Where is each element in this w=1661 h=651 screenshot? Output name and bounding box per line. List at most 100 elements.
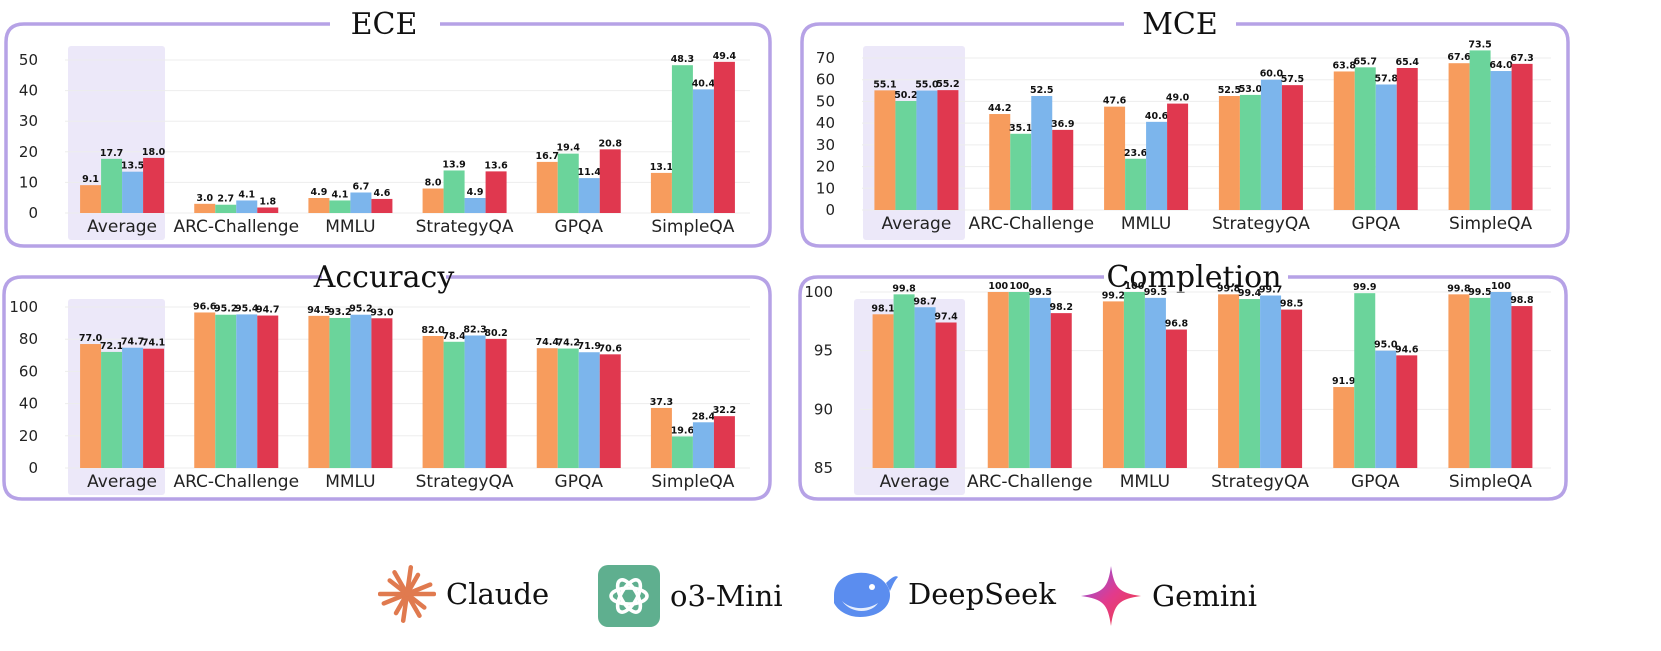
data-label: 95.2: [349, 304, 372, 315]
panel-frame: [2, 275, 772, 501]
data-label: 13.5: [121, 161, 144, 172]
bar-deepseek-strategyqa: [464, 198, 486, 213]
panel-frame: [798, 275, 1568, 501]
data-label: 63.8: [1333, 60, 1357, 71]
x-tick-label: MMLU: [325, 217, 375, 237]
data-label: 47.6: [1103, 96, 1127, 107]
x-tick-label: Average: [87, 472, 157, 492]
bar-deepseek-strategyqa: [1260, 79, 1282, 210]
bar-o3-mini-simpleqa: [671, 436, 693, 468]
data-label: 6.7: [352, 181, 369, 192]
bar-o3-mini-mmlu: [1125, 158, 1147, 210]
bar-gemini-arc-challenge: [1052, 129, 1074, 210]
y-tick-label: 60: [19, 362, 38, 380]
bar-gemini-gpqa: [599, 149, 621, 213]
x-tick-label: SimpleQA: [651, 472, 734, 492]
bar-gemini-average: [937, 90, 959, 210]
data-label: 13.9: [442, 159, 465, 170]
bar-o3-mini-average: [895, 100, 917, 210]
bar-deepseek-average: [914, 307, 936, 468]
bar-deepseek-gpqa: [1375, 84, 1397, 210]
chart-title: ECE: [351, 7, 418, 42]
legend-label-claude: Claude: [446, 577, 550, 611]
bar-o3-mini-average: [893, 294, 915, 468]
data-label: 19.4: [557, 143, 581, 154]
bar-o3-mini-strategyqa: [443, 341, 465, 468]
bar-claude-strategyqa: [422, 335, 444, 468]
data-label: 71.9: [578, 341, 601, 352]
data-label: 99.4: [1238, 288, 1262, 299]
bar-deepseek-average: [916, 90, 938, 210]
data-label: 4.6: [373, 188, 390, 199]
panel-accuracy: Accuracy 0 20 40 60 80 100 77.0 72.1 74.7 74.1 Aver…: [0, 260, 830, 545]
data-label: 99.8: [1447, 283, 1471, 294]
bar-gemini-average: [935, 322, 957, 468]
data-label: 96.6: [193, 301, 217, 312]
x-tick-label: ARC-Challenge: [173, 217, 299, 237]
data-label: 78.4: [442, 331, 466, 342]
legend-item-claude: Claude: [378, 565, 549, 623]
data-label: 49.0: [1166, 93, 1190, 104]
data-label: 35.1: [1009, 123, 1032, 134]
bar-deepseek-gpqa: [1375, 350, 1397, 468]
chart-completion: Completion 85 90 95 100 98.1 99.8 98.7 97.4 Avera…: [798, 260, 1568, 501]
data-label: 11.4: [578, 167, 602, 178]
data-label: 4.9: [310, 187, 327, 198]
data-label: 95.2: [214, 304, 237, 315]
data-label: 64.0: [1489, 60, 1513, 71]
bar-gemini-average: [143, 348, 165, 468]
data-label: 74.2: [557, 338, 580, 349]
data-label: 72.1: [100, 341, 123, 352]
data-label: 53.0: [1239, 84, 1263, 95]
bar-deepseek-gpqa: [578, 352, 600, 468]
y-tick-label: 50: [816, 92, 835, 110]
data-label: 96.8: [1165, 319, 1189, 330]
data-label: 94.5: [307, 305, 330, 316]
data-label: 4.1: [331, 189, 348, 200]
bar-o3-mini-simpleqa: [671, 65, 693, 214]
deepseek-whale-icon: [834, 572, 898, 617]
x-tick-label: GPQA: [1351, 472, 1400, 492]
data-label: 36.9: [1051, 119, 1074, 130]
x-tick-label: ARC-Challenge: [967, 472, 1093, 492]
bar-gemini-simpleqa: [713, 416, 735, 468]
bar-o3-mini-mmlu: [1123, 292, 1145, 468]
chart-title: Accuracy: [313, 260, 455, 295]
bar-claude-average: [872, 314, 894, 468]
bar-deepseek-strategyqa: [464, 335, 486, 468]
bar-o3-mini-strategyqa: [1239, 94, 1261, 210]
bar-claude-simpleqa: [1448, 294, 1470, 468]
bar-deepseek-mmlu: [350, 314, 372, 468]
data-label: 94.6: [1395, 344, 1419, 355]
bar-gemini-mmlu: [371, 198, 393, 213]
data-label: 82.3: [463, 324, 486, 335]
bar-claude-mmlu: [308, 198, 330, 213]
legend-label-gemini: Gemini: [1152, 579, 1258, 613]
data-label: 98.2: [1050, 302, 1073, 313]
data-label: 98.7: [913, 296, 936, 307]
data-label: 23.6: [1124, 148, 1148, 159]
data-label: 98.1: [871, 303, 894, 314]
bar-deepseek-mmlu: [350, 192, 372, 213]
data-label: 37.3: [650, 397, 673, 408]
data-label: 74.7: [121, 337, 144, 348]
y-tick-label: 85: [814, 459, 833, 477]
y-tick-label: 60: [816, 71, 835, 89]
bar-o3-mini-arc-challenge: [1010, 133, 1032, 210]
x-tick-label: StrategyQA: [1211, 472, 1309, 492]
data-label: 98.8: [1510, 295, 1534, 306]
bar-deepseek-simpleqa: [692, 89, 714, 213]
x-tick-label: GPQA: [555, 472, 604, 492]
data-label: 9.1: [82, 174, 99, 185]
bar-o3-mini-arc-challenge: [1008, 292, 1030, 468]
bar-o3-mini-gpqa: [557, 153, 579, 213]
bar-deepseek-simpleqa: [1490, 292, 1512, 468]
data-label: 97.4: [934, 312, 958, 323]
bar-deepseek-arc-challenge: [236, 314, 258, 468]
data-label: 82.0: [421, 325, 445, 336]
bar-o3-mini-simpleqa: [1469, 297, 1491, 468]
data-label: 93.2: [328, 307, 351, 318]
data-label: 94.7: [256, 305, 279, 316]
data-label: 52.5: [1030, 85, 1053, 96]
bar-o3-mini-arc-challenge: [215, 204, 237, 213]
